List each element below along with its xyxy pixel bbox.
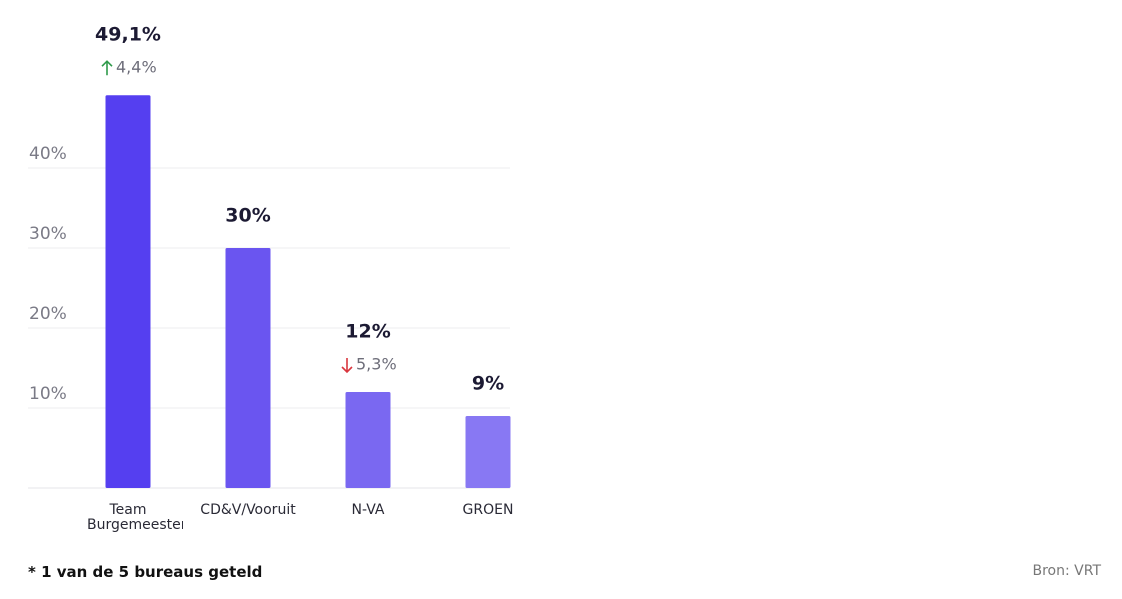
x-tick-label: Team Burgemeester xyxy=(87,503,183,533)
bar xyxy=(105,95,151,488)
value-label: 12% xyxy=(345,321,390,343)
change-label: 5,3% xyxy=(356,355,397,374)
bar xyxy=(345,392,391,488)
y-tick-label: 10% xyxy=(29,384,67,404)
y-tick-label: 20% xyxy=(29,304,67,324)
x-tick-label: GROEN xyxy=(462,503,514,518)
x-tick-label-box: GROEN xyxy=(462,503,514,518)
bar xyxy=(465,416,511,488)
arrow-icon xyxy=(341,358,353,374)
value-label: 49,1% xyxy=(95,24,161,46)
footnote: * 1 van de 5 bureaus geteld xyxy=(28,563,263,581)
value-label: 9% xyxy=(472,373,504,395)
value-label: 30% xyxy=(225,205,270,227)
arrow-down xyxy=(341,358,353,374)
bar xyxy=(225,248,271,488)
source: Bron: VRT xyxy=(1032,563,1102,579)
arrow-up xyxy=(101,60,113,76)
x-tick-label-box: N-VA xyxy=(351,503,385,518)
x-tick-label: CD&V/Vooruit xyxy=(200,503,296,518)
x-tick-label: N-VA xyxy=(351,503,385,518)
arrow-icon xyxy=(101,60,113,76)
change-label: 4,4% xyxy=(116,58,157,77)
y-tick-label: 40% xyxy=(29,144,67,164)
y-tick-label: 30% xyxy=(29,224,67,244)
x-tick-label-box: Team Burgemeester xyxy=(87,503,183,533)
x-tick-label-box: CD&V/Vooruit xyxy=(200,503,296,518)
